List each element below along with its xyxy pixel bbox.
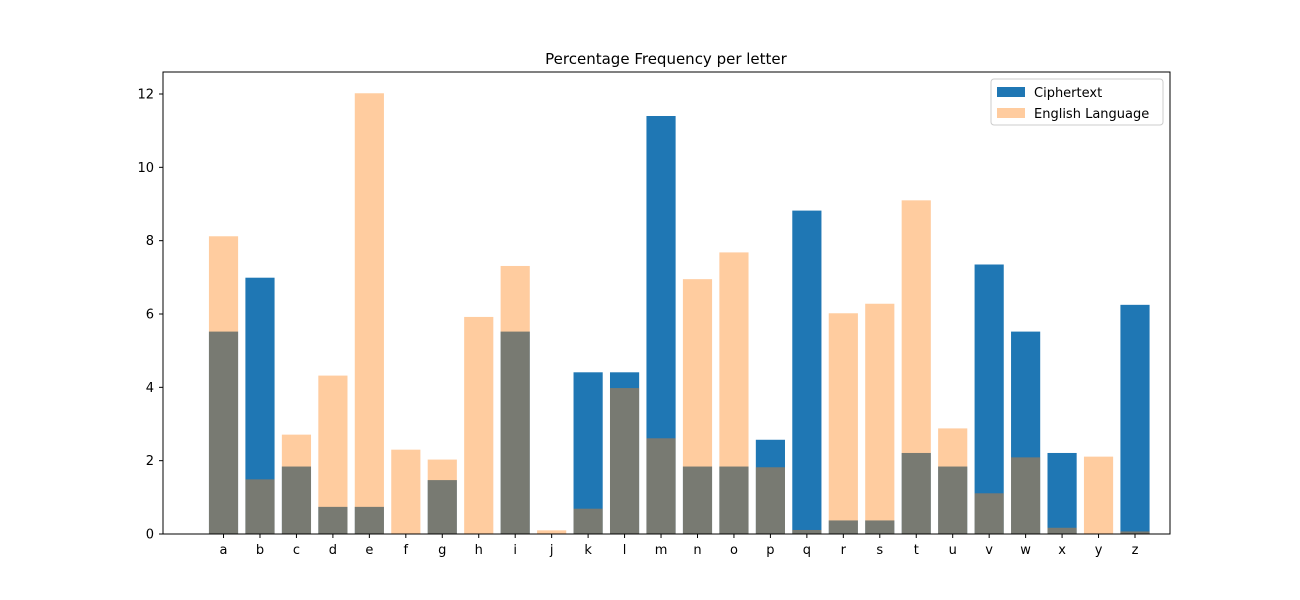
- x-tick-label: p: [766, 543, 774, 558]
- x-tick-label: a: [220, 543, 228, 558]
- x-tick-label: n: [693, 543, 701, 558]
- ciphertext-bar-b: [245, 277, 275, 534]
- english-bar-c: [281, 434, 312, 534]
- x-tick-label: t: [914, 543, 919, 558]
- ciphertext-bar-i: [500, 331, 530, 534]
- ciphertext-bar-g: [427, 480, 457, 534]
- ciphertext-bar-u: [938, 466, 968, 534]
- legend-swatch: [997, 108, 1025, 118]
- ciphertext-bar-v: [974, 264, 1004, 534]
- x-tick-label: u: [949, 543, 957, 558]
- y-tick-label: 8: [146, 234, 154, 249]
- english-bar-z: [1120, 531, 1150, 534]
- ciphertext-bar-o: [719, 466, 749, 534]
- x-tick-label: b: [256, 543, 264, 558]
- english-bar-l: [609, 388, 640, 534]
- english-bar-h: [464, 316, 494, 534]
- legend-swatch: [997, 87, 1025, 97]
- english-bar-f: [391, 449, 421, 534]
- english-bar-b: [245, 479, 275, 534]
- legend-label: Ciphertext: [1034, 86, 1102, 101]
- ciphertext-bar-x: [1047, 452, 1077, 534]
- plot-frame: [162, 71, 1171, 535]
- x-tick-label: d: [329, 543, 337, 558]
- ciphertext-bar-d: [318, 506, 348, 534]
- x-tick-label: i: [513, 543, 517, 558]
- ciphertext-bars: [208, 116, 1150, 534]
- ciphertext-bar-n: [682, 466, 713, 534]
- y-tick-label: 6: [146, 308, 154, 323]
- english-bar-g: [427, 459, 457, 534]
- ciphertext-bar-l: [609, 372, 640, 534]
- english-bar-d: [318, 375, 348, 534]
- x-tick-label: k: [584, 543, 592, 558]
- y-tick-label: 2: [146, 454, 154, 469]
- x-tick-label: z: [1132, 543, 1139, 558]
- english-bar-u: [938, 428, 968, 534]
- x-tick-label: x: [1058, 543, 1066, 558]
- axes: [162, 71, 1171, 535]
- x-tick-label: q: [803, 543, 811, 558]
- ciphertext-bar-t: [901, 452, 931, 534]
- english-bar-s: [865, 303, 895, 534]
- y-tick-label: 0: [146, 528, 154, 543]
- legend-box: [990, 78, 1164, 126]
- english-bar-i: [500, 265, 530, 534]
- x-tick-label: c: [293, 543, 300, 558]
- english-bar-r: [828, 313, 858, 534]
- legend: Ciphertext English Language: [990, 78, 1164, 126]
- ciphertext-bar-m: [646, 116, 676, 534]
- english-bar-o: [719, 252, 749, 534]
- chart-title: Percentage Frequency per letter: [545, 50, 787, 68]
- ciphertext-bar-q: [792, 210, 822, 534]
- english-bar-x: [1047, 527, 1077, 534]
- ciphertext-bar-e: [354, 506, 384, 534]
- x-tick-label: e: [365, 543, 373, 558]
- english-bar-q: [792, 529, 822, 534]
- x-tick-label: h: [475, 543, 483, 558]
- y-axis-ticks: 0 2 4 6 8 10 12: [137, 88, 163, 543]
- x-tick-label: f: [404, 543, 409, 558]
- x-tick-label: l: [623, 543, 627, 558]
- x-tick-label: y: [1095, 543, 1103, 558]
- ciphertext-bar-w: [1011, 331, 1041, 534]
- ciphertext-bar-c: [281, 466, 312, 534]
- y-tick-label: 4: [146, 381, 154, 396]
- english-bar-v: [974, 493, 1004, 534]
- english-bar-j: [537, 530, 567, 534]
- ciphertext-bar-r: [828, 520, 858, 534]
- x-tick-label: g: [438, 543, 446, 558]
- english-bar-e: [354, 93, 384, 535]
- ciphertext-bar-a: [208, 331, 239, 534]
- english-bar-m: [646, 438, 676, 534]
- x-axis-ticks: a b c d e f g h i j k l m n o p q r s t u v w x y z: [220, 534, 1139, 558]
- ciphertext-bar-s: [865, 520, 895, 534]
- x-tick-label: w: [1020, 543, 1031, 558]
- legend-label: English Language: [1034, 107, 1149, 122]
- x-tick-label: j: [549, 543, 554, 558]
- ciphertext-bar-z: [1120, 304, 1150, 534]
- y-tick-label: 10: [137, 161, 154, 176]
- english-bar-n: [682, 279, 713, 534]
- english-language-bars: [208, 93, 1150, 535]
- english-bar-w: [1011, 457, 1041, 534]
- english-bar-a: [208, 236, 239, 534]
- y-tick-label: 12: [137, 88, 154, 103]
- x-tick-label: v: [985, 543, 993, 558]
- english-bar-k: [573, 508, 603, 534]
- english-bar-p: [755, 467, 785, 534]
- x-tick-label: s: [876, 543, 883, 558]
- english-bar-t: [901, 200, 931, 535]
- x-tick-label: m: [655, 543, 668, 558]
- ciphertext-bar-p: [755, 439, 785, 534]
- x-tick-label: o: [730, 543, 738, 558]
- ciphertext-bar-k: [573, 372, 603, 534]
- english-bar-y: [1083, 456, 1114, 534]
- x-tick-label: r: [841, 543, 847, 558]
